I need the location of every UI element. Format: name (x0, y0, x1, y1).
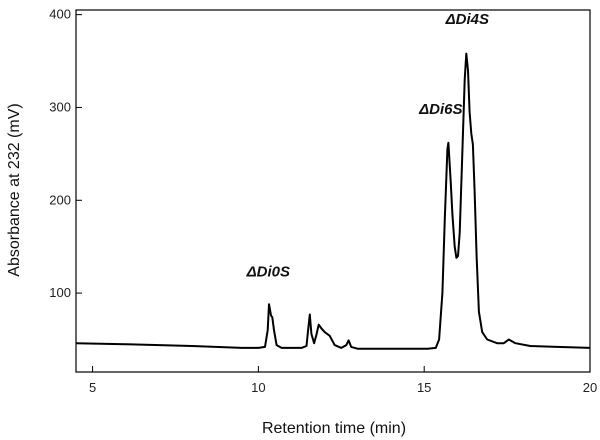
x-axis-ticks: 5 10 15 20 (89, 366, 597, 395)
peak-annotations: ΔDi0S ΔDi6S ΔDi4S (246, 11, 489, 280)
x-tick-label: 5 (89, 380, 96, 395)
peak-label: ΔDi0S (246, 263, 290, 280)
peak-label: ΔDi4S (445, 11, 489, 28)
y-tick-label: 200 (49, 192, 71, 207)
y-tick-label: 100 (49, 285, 71, 300)
x-tick-label: 20 (583, 380, 597, 395)
x-tick-label: 10 (251, 380, 265, 395)
series-line (75, 52, 591, 350)
y-axis-ticks: 100 200 300 400 (49, 7, 82, 300)
y-tick-label: 400 (49, 7, 71, 22)
y-axis-title: Absorbance at 232 (mV) (6, 103, 23, 276)
peak-label: ΔDi6S (418, 101, 462, 118)
x-tick-label: 15 (417, 380, 431, 395)
y-tick-label: 300 (49, 99, 71, 114)
x-axis-title: Retention time (min) (262, 420, 406, 437)
plot-frame (75, 9, 591, 373)
